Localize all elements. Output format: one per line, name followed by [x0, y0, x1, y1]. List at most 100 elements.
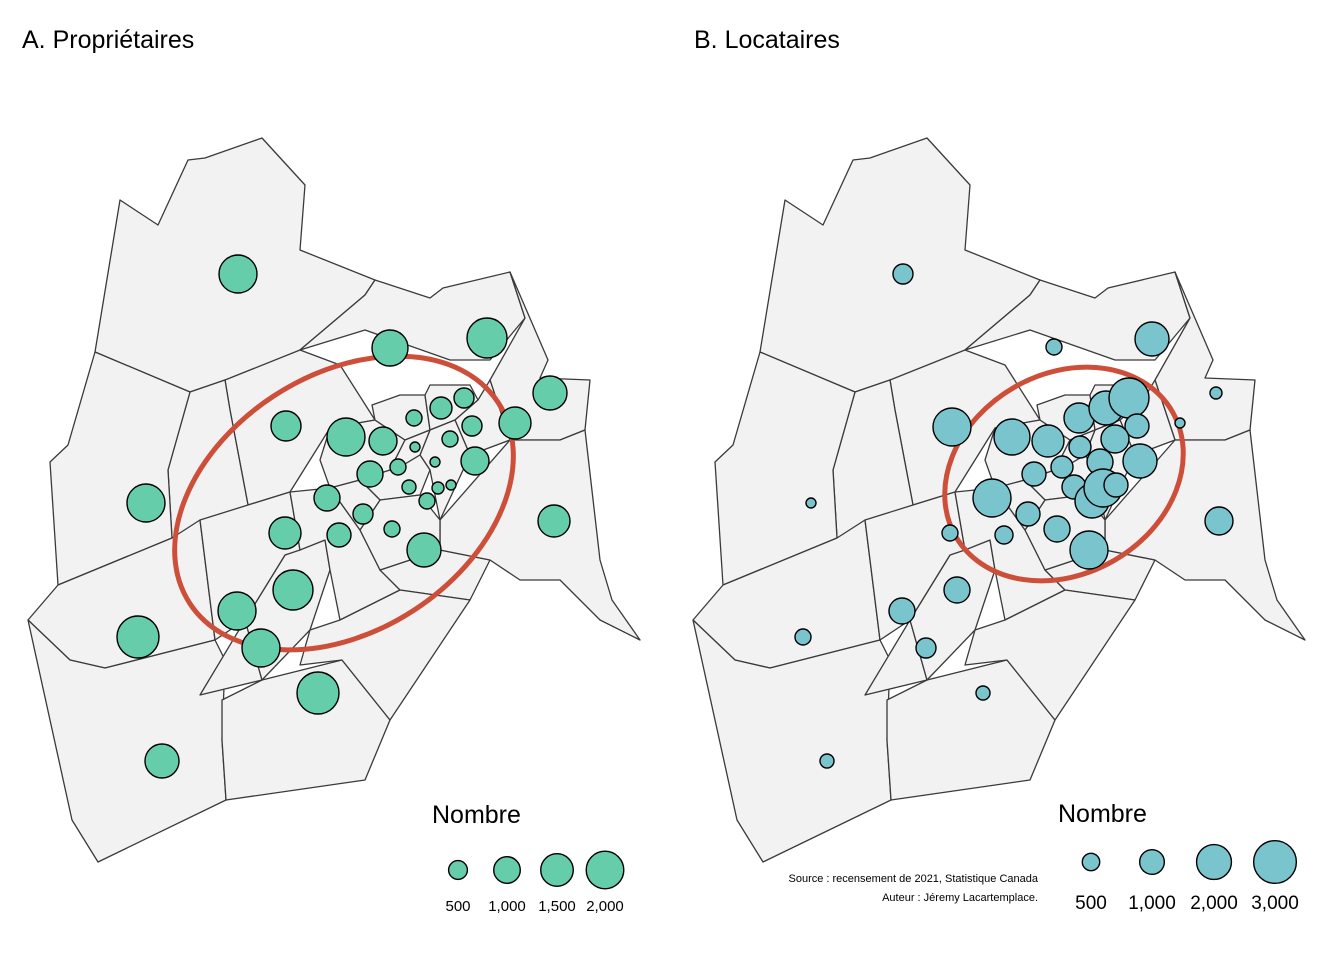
tract-bubble: [326, 522, 352, 548]
panel-renters: Source : recensement de 2021, Statistiqu…: [672, 0, 1344, 960]
source-text: Source : recensement de 2021, Statistiqu…: [789, 873, 1039, 885]
legend-label: 1,000: [1128, 893, 1176, 914]
tract-bubble: [429, 396, 453, 420]
tract-bubble: [819, 753, 835, 769]
legend-title: Nombre: [432, 801, 521, 829]
tract-bubble: [144, 743, 180, 779]
tract: [864, 491, 966, 641]
tract-bubble: [1134, 321, 1170, 357]
tract-bubble: [1031, 424, 1065, 458]
legend-label: 2,000: [586, 898, 624, 915]
tract-bubble: [1015, 501, 1041, 527]
legend-title: Nombre: [1058, 800, 1147, 828]
tract-bubble: [371, 329, 409, 367]
tract-bubble: [409, 441, 421, 453]
tract-bubble: [272, 569, 314, 611]
legend-label: 1,000: [488, 898, 526, 915]
tract-bubble: [418, 492, 436, 510]
tract-bubble: [268, 516, 302, 550]
tract-bubble: [116, 615, 160, 659]
tract-bubble: [975, 685, 991, 701]
tract: [221, 659, 391, 801]
tract-bubble: [356, 460, 384, 488]
tract-bubble: [943, 576, 971, 604]
tract-bubble: [1050, 455, 1074, 479]
tract-bubble: [1124, 413, 1150, 439]
tract-bubble: [1174, 417, 1186, 429]
tract-bubble: [383, 520, 401, 538]
tract-bubble: [431, 481, 445, 495]
tract-bubble: [406, 532, 442, 568]
tract-bubble: [498, 406, 532, 440]
concentration-ellipse: [172, 353, 516, 653]
tract-bubble: [270, 410, 302, 442]
tract-bubble: [932, 407, 972, 447]
tract-bubble: [994, 525, 1014, 545]
tract-bubble: [313, 484, 341, 512]
tract: [886, 659, 1056, 801]
tract: [964, 589, 1136, 721]
legend-bubble: [1252, 839, 1298, 885]
legend-label: 2,000: [1190, 893, 1238, 914]
legend-bubble: [540, 853, 574, 887]
tract-bubble: [794, 628, 812, 646]
tract-bubble: [460, 446, 490, 476]
tract-bubble: [1043, 515, 1071, 543]
tract: [964, 271, 1191, 361]
tract-bubble: [453, 387, 475, 409]
renters-legend: 500 1,000 2,000 3,000: [1075, 839, 1299, 914]
legend-bubble: [1195, 843, 1233, 881]
tract: [1104, 429, 1306, 641]
tract-bubble: [441, 430, 459, 448]
tract-bubble: [888, 597, 916, 625]
tract-bubble: [537, 504, 571, 538]
tract-bubble: [389, 458, 407, 476]
tract-bubble: [326, 417, 366, 457]
tract-bubble: [1209, 386, 1223, 400]
author-text: Auteur : Jéremy Lacartemplace.: [882, 892, 1038, 904]
tract-bubble: [296, 671, 340, 715]
tract-bubble: [218, 254, 258, 294]
tract-bubble: [915, 637, 937, 659]
tract-bubble: [1068, 435, 1092, 459]
panel-title: A. Propriétaires: [22, 26, 195, 54]
renters-bubbles: [794, 263, 1234, 769]
tract-bubble: [1045, 338, 1063, 356]
tract-bubble: [972, 478, 1012, 518]
tract-bubble: [368, 426, 398, 456]
legend-label: 3,000: [1251, 893, 1299, 914]
legend-bubble: [493, 856, 521, 884]
panel-owners: Nombre 500 1,000 1,500 2,000 A. Propriétair…: [22, 26, 641, 915]
tract-bubble: [429, 456, 441, 468]
legend-bubble: [447, 859, 469, 881]
tract-bubble: [1122, 443, 1158, 479]
tract-bubble: [241, 628, 281, 668]
tract-bubble: [941, 524, 959, 542]
tract-bubble: [461, 415, 483, 437]
tract-bubble: [352, 503, 374, 525]
legend-bubble: [1081, 852, 1101, 872]
tract-bubble: [217, 591, 257, 631]
tract-bubble: [993, 418, 1031, 456]
tract-bubble: [405, 409, 423, 427]
panel-title: B. Locataires: [694, 26, 840, 54]
legend-bubble: [1138, 848, 1166, 876]
tract-bubble: [532, 375, 568, 411]
tract-bubble: [445, 479, 457, 491]
legend-label: 500: [445, 898, 470, 915]
owners-legend: 500 1,000 1,500 2,000: [445, 850, 625, 915]
renters-map: Source : recensement de 2021, Statistiqu…: [692, 137, 1306, 914]
legend-label: 500: [1075, 893, 1107, 914]
tract-bubble: [1069, 530, 1109, 570]
tract-bubble: [892, 263, 914, 285]
owners-bubbles: [116, 254, 571, 779]
owners-map: Nombre 500 1,000 1,500 2,000: [27, 137, 641, 915]
tract-bubble: [805, 497, 817, 509]
tract: [299, 589, 471, 721]
tract-bubble: [401, 479, 417, 495]
tract-bubble: [1021, 461, 1047, 487]
legend-label: 1,500: [538, 898, 576, 915]
tract-bubble: [1108, 377, 1150, 419]
tract: [439, 429, 641, 641]
tract-bubble: [466, 317, 508, 359]
